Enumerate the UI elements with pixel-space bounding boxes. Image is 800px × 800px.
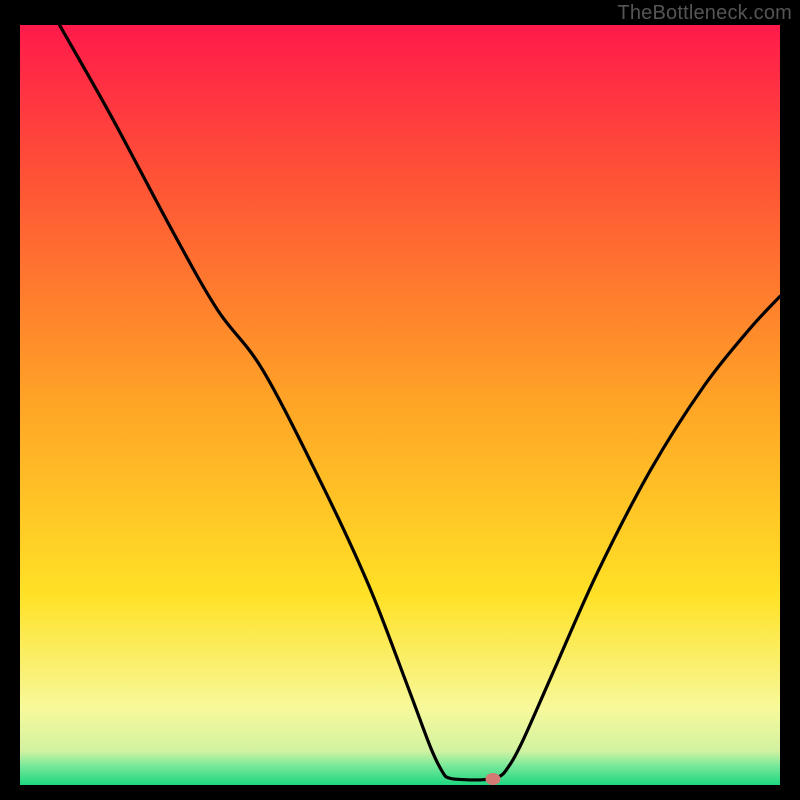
watermark-text: TheBottleneck.com bbox=[617, 2, 792, 25]
curve-path bbox=[60, 25, 780, 780]
bottleneck-curve bbox=[20, 25, 780, 785]
chart-plot-area bbox=[20, 25, 780, 785]
figure-root: TheBottleneck.com bbox=[0, 0, 800, 800]
optimal-point-marker bbox=[485, 773, 500, 785]
